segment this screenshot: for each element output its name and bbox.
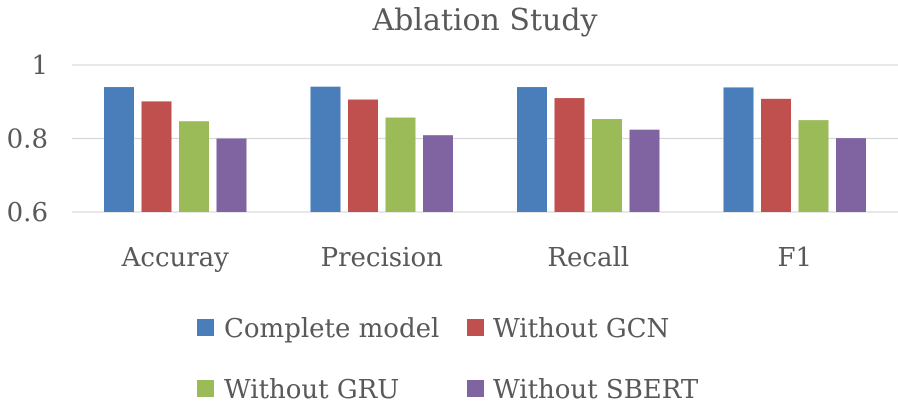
bar-without-sbert [629, 129, 660, 212]
gridlines [72, 64, 898, 213]
bar-without-gcn [554, 98, 585, 212]
bar-without-gcn [348, 99, 378, 212]
bar-without-gru [798, 120, 829, 212]
bar-without-gru [179, 121, 209, 212]
y-tick-label: 0.6 [7, 198, 48, 228]
x-axis-labels: Accuray Precision Recall F1 [121, 243, 812, 273]
x-category-label: Accuray [121, 243, 230, 273]
legend-label: Without GRU [224, 375, 399, 403]
bar-without-sbert [423, 135, 453, 212]
legend-label: Without SBERT [493, 375, 699, 403]
bar-complete-model [104, 87, 134, 212]
y-tick-label: 0.8 [7, 125, 48, 155]
y-axis-ticks: 0.6 0.8 1 [7, 51, 48, 228]
bar-complete-model [517, 87, 547, 212]
x-category-label: Recall [547, 243, 629, 273]
bar-without-gcn [761, 98, 791, 212]
legend-swatch [467, 319, 484, 336]
bars [104, 86, 866, 212]
legend-swatch [197, 319, 214, 336]
bar-without-sbert [836, 138, 866, 212]
legend: Complete model Without GCN Without GRU With… [197, 314, 699, 403]
bar-without-sbert [216, 138, 247, 212]
x-category-label: F1 [777, 243, 812, 273]
legend-swatch [197, 380, 214, 397]
bar-without-gcn [141, 101, 172, 212]
bar-without-gru [592, 119, 622, 212]
legend-swatch [467, 380, 484, 397]
x-category-label: Precision [321, 243, 443, 273]
chart-title: Ablation Study [372, 3, 598, 38]
bar-complete-model [723, 87, 754, 212]
y-tick-label: 1 [31, 51, 48, 81]
legend-label: Without GCN [493, 314, 669, 344]
bar-complete-model [310, 86, 341, 212]
bar-without-gru [385, 117, 416, 212]
legend-label: Complete model [224, 314, 439, 344]
